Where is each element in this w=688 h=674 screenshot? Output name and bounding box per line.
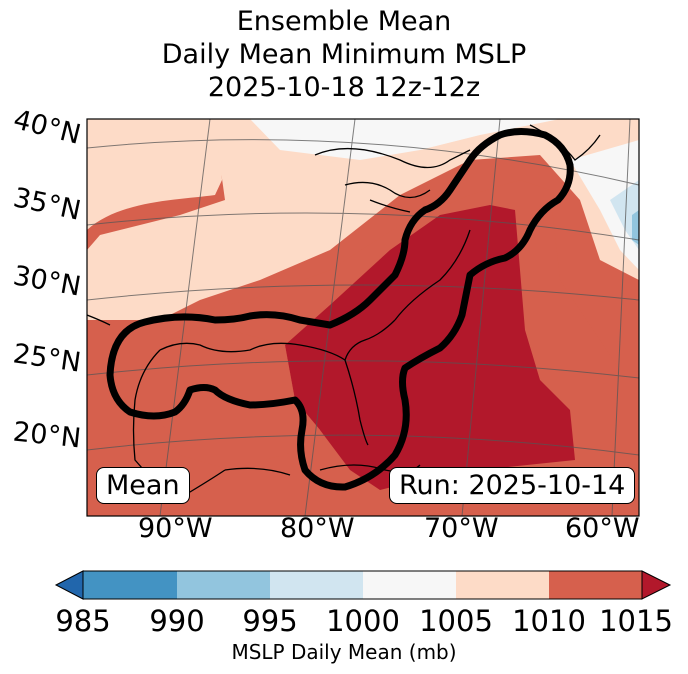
field-1005-1010-band-west <box>87 119 222 230</box>
colorbar-extend-high <box>641 570 672 600</box>
field-995-1000-spot <box>632 210 639 245</box>
run-date-box: Run: 2025-10-14 <box>389 467 636 504</box>
lon-label-60w: 60°W <box>565 513 640 544</box>
colorbar-tick-985: 985 <box>55 604 111 638</box>
colorbar <box>54 570 672 600</box>
mean-label-box: Mean <box>96 467 190 504</box>
outline-contour <box>106 128 574 491</box>
colorbar-segment-995-1000 <box>270 571 363 599</box>
map-frame <box>86 118 640 517</box>
lon-label-80w: 80°W <box>280 513 355 544</box>
field-995-1000-band <box>610 180 639 250</box>
colorbar-tick-1015: 1015 <box>599 604 673 638</box>
title-line-2: Daily Mean Minimum MSLP <box>161 39 527 70</box>
colorbar-segment-990-995 <box>177 571 270 599</box>
lon-label-90w: 90°W <box>138 513 213 544</box>
title-line-1: Ensemble Mean <box>236 6 452 37</box>
colorbar-tick-990: 990 <box>149 604 205 638</box>
colorbar-segment-1010-1015 <box>549 571 642 599</box>
colorbar-tick-1005: 1005 <box>419 604 493 638</box>
lon-label-70w: 70°W <box>424 513 499 544</box>
colorbar-label: MSLP Daily Mean (mb) <box>231 640 457 664</box>
colorbar-tick-1000: 1000 <box>326 604 400 638</box>
pressure-field <box>87 119 639 516</box>
colorbar-tick-995: 995 <box>242 604 298 638</box>
title-line-3: 2025-10-18 12z-12z <box>207 72 481 103</box>
colorbar-extend-low <box>54 570 84 600</box>
field-1000-1005-band <box>250 119 560 160</box>
colorbar-tick-1010: 1010 <box>512 604 586 638</box>
colorbar-segment-1000-1005 <box>363 571 456 599</box>
colorbar-segment-985-990 <box>83 571 177 599</box>
colorbar-segment-1005-1010 <box>456 571 549 599</box>
field-1015-plus-core <box>285 205 575 490</box>
